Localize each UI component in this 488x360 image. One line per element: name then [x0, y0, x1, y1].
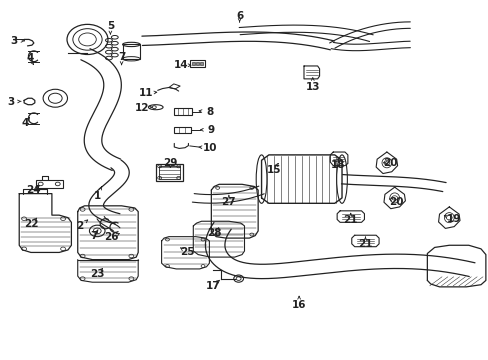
Bar	[122, 44, 140, 59]
Bar	[199, 62, 202, 65]
Text: 29: 29	[163, 158, 177, 168]
Text: 11: 11	[139, 88, 153, 98]
Text: 22: 22	[23, 219, 38, 229]
Text: 25: 25	[180, 247, 194, 257]
Text: 2: 2	[76, 221, 83, 231]
Bar	[195, 62, 198, 65]
Text: 18: 18	[330, 160, 345, 170]
Text: 4: 4	[26, 53, 34, 63]
Text: 16: 16	[291, 300, 306, 310]
Text: 10: 10	[203, 143, 217, 153]
Bar	[173, 108, 192, 115]
Text: 21: 21	[357, 239, 372, 249]
Text: 21: 21	[343, 215, 357, 225]
Text: 1: 1	[93, 191, 101, 201]
Text: 14: 14	[173, 60, 188, 70]
Text: 6: 6	[236, 11, 243, 21]
Bar	[36, 180, 62, 188]
Bar	[191, 62, 194, 65]
Text: 17: 17	[205, 281, 220, 291]
Bar	[156, 163, 182, 181]
Text: 7: 7	[90, 231, 98, 240]
Text: 15: 15	[266, 165, 281, 175]
Text: 12: 12	[135, 103, 149, 113]
Bar	[158, 166, 179, 179]
Text: 5: 5	[106, 21, 114, 31]
Text: 20: 20	[383, 158, 397, 168]
Bar	[173, 127, 190, 133]
Text: 9: 9	[207, 125, 214, 135]
Bar	[189, 59, 204, 67]
Text: 3: 3	[11, 36, 18, 46]
Text: 19: 19	[446, 215, 460, 224]
Text: 23: 23	[90, 269, 104, 279]
Text: 28: 28	[206, 228, 221, 238]
Text: 27: 27	[221, 197, 236, 207]
Text: 7: 7	[118, 52, 125, 62]
Text: 24: 24	[26, 185, 41, 195]
Text: 3: 3	[8, 97, 15, 107]
Text: 20: 20	[388, 197, 403, 207]
Text: 8: 8	[206, 107, 214, 117]
Text: 4: 4	[21, 118, 29, 128]
Text: 13: 13	[305, 82, 319, 93]
Text: 26: 26	[104, 232, 119, 242]
